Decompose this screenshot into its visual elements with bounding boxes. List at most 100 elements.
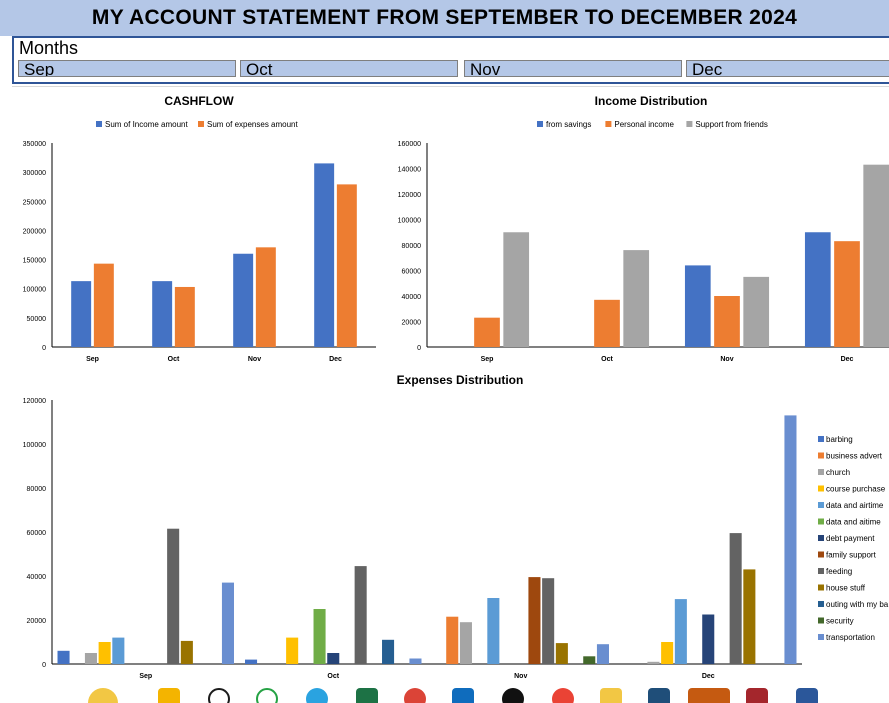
legend-swatch — [686, 121, 693, 127]
y-tick-label: 120000 — [23, 398, 46, 405]
bar-course-purchase-oct — [286, 637, 299, 664]
legend-label: church — [826, 468, 850, 477]
chrome-icon[interactable] — [404, 688, 426, 703]
y-tick-label: 150000 — [23, 258, 46, 265]
y-tick-label: 40000 — [402, 294, 422, 301]
whatsapp-business-icon[interactable] — [256, 688, 278, 703]
x-tick-label: Nov — [720, 356, 733, 363]
bar-sum-of-income-amount-dec — [314, 163, 335, 347]
bar-sum-of-expenses-amount-oct — [174, 286, 195, 347]
store-icon[interactable] — [452, 688, 474, 703]
slicer-item-oct[interactable]: Oct — [240, 60, 458, 77]
legend-swatch — [818, 485, 824, 492]
expenses-distribution-chart[interactable]: Expenses Distribution barbing business adv… — [0, 368, 889, 686]
bar-barbing-sep — [57, 650, 70, 664]
y-tick-label: 160000 — [398, 141, 421, 148]
bar-sum-of-expenses-amount-nov — [255, 247, 276, 347]
y-tick-label: 100000 — [23, 442, 46, 449]
y-tick-label: 20000 — [402, 320, 422, 327]
x-tick-label: Sep — [86, 356, 99, 363]
whatsapp-icon[interactable] — [208, 688, 230, 703]
bar-house-stuff-nov — [555, 643, 568, 664]
chart-title: Expenses Distribution — [397, 373, 524, 387]
bar-course-purchase-dec — [661, 642, 674, 664]
legend-swatch — [818, 436, 824, 442]
bar-family-support-nov — [528, 577, 541, 664]
chart-title: Income Distribution — [595, 94, 708, 108]
excel-icon[interactable] — [356, 688, 378, 703]
x-tick-label: Dec — [841, 356, 854, 363]
y-tick-label: 100000 — [23, 287, 46, 294]
legend-swatch — [96, 121, 102, 127]
database-icon[interactable] — [600, 688, 622, 703]
bar-transportation-sep — [221, 582, 234, 664]
slicer-item-dec[interactable]: Dec — [686, 60, 889, 77]
bar-data-and-airtime-dec — [674, 599, 687, 664]
cashflow-chart[interactable]: CASHFLOW Sum of Income amount Sum of expen… — [0, 90, 385, 368]
title-banner: MY ACCOUNT STATEMENT FROM SEPTEMBER TO D… — [0, 0, 889, 36]
x-tick-label: Sep — [481, 356, 494, 363]
bar-transportation-dec — [784, 415, 797, 664]
legend-label: transportation — [826, 633, 875, 642]
y-tick-label: 100000 — [398, 218, 421, 225]
y-tick-label: 60000 — [27, 530, 47, 537]
legend-swatch — [818, 551, 824, 558]
y-tick-label: 200000 — [23, 228, 46, 235]
legend-label: debt payment — [826, 534, 875, 543]
legend-label: feeding — [826, 567, 852, 576]
weather-icon[interactable] — [88, 688, 118, 703]
bar-outing-with-my-ba-oct — [382, 639, 395, 664]
legend-label: Sum of expenses amount — [207, 120, 298, 129]
y-tick-label: 80000 — [27, 486, 47, 493]
bar-church-dec — [647, 661, 660, 664]
legend-swatch — [818, 469, 824, 475]
legend-swatch — [818, 452, 824, 459]
bar-transportation-nov — [596, 644, 609, 664]
app-icon[interactable] — [688, 688, 730, 703]
legend-swatch — [818, 518, 824, 525]
taskbar — [0, 686, 889, 703]
bar-church-sep — [84, 653, 97, 664]
bar-debt-payment-oct — [327, 653, 340, 664]
legend-swatch — [818, 634, 824, 640]
bar-sum-of-expenses-amount-dec — [336, 184, 357, 347]
x-tick-label: Nov — [248, 356, 261, 363]
y-tick-label: 50000 — [27, 316, 47, 323]
tiktok-icon[interactable] — [502, 688, 524, 703]
y-tick-label: 0 — [42, 662, 46, 669]
slicer-item-nov[interactable]: Nov — [464, 60, 682, 77]
bar-house-stuff-dec — [743, 569, 756, 664]
income-distribution-chart[interactable]: Income Distribution from savings Personal … — [385, 90, 889, 368]
bar-personal-income-nov — [714, 296, 740, 347]
legend-swatch — [605, 121, 612, 127]
x-tick-label: Oct — [327, 673, 339, 680]
word-icon[interactable] — [796, 688, 818, 703]
legend-swatch — [818, 568, 824, 574]
telegram-icon[interactable] — [306, 688, 328, 703]
chrome-profile-icon[interactable] — [552, 688, 574, 703]
slicer-item-sep[interactable]: Sep — [18, 60, 236, 77]
legend-label: business advert — [826, 452, 883, 461]
sql-icon[interactable] — [648, 688, 670, 703]
bar-feeding-sep — [167, 528, 180, 664]
legend-swatch — [537, 121, 543, 127]
bar-support-from-friends-nov — [743, 276, 770, 347]
page-title: MY ACCOUNT STATEMENT FROM SEPTEMBER TO D… — [91, 6, 798, 29]
months-slicer[interactable]: Months Sep Oct Nov Dec — [12, 36, 889, 84]
bar-feeding-nov — [542, 578, 555, 664]
bar-church-nov — [459, 622, 472, 664]
legend-swatch — [818, 601, 824, 607]
access-icon[interactable] — [746, 688, 768, 703]
legend-label: family support — [826, 551, 877, 560]
bar-barbing-oct — [245, 659, 258, 664]
file-explorer-icon[interactable] — [158, 688, 180, 703]
legend-label: Sum of Income amount — [105, 120, 188, 129]
legend-swatch — [198, 121, 204, 127]
y-tick-label: 250000 — [23, 199, 46, 206]
y-tick-label: 300000 — [23, 170, 46, 177]
bar-transportation-oct — [409, 658, 422, 664]
bar-support-from-friends-oct — [623, 250, 650, 347]
bar-support-from-friends-sep — [503, 232, 530, 347]
legend-swatch — [818, 502, 824, 508]
legend-label: barbing — [826, 435, 853, 444]
